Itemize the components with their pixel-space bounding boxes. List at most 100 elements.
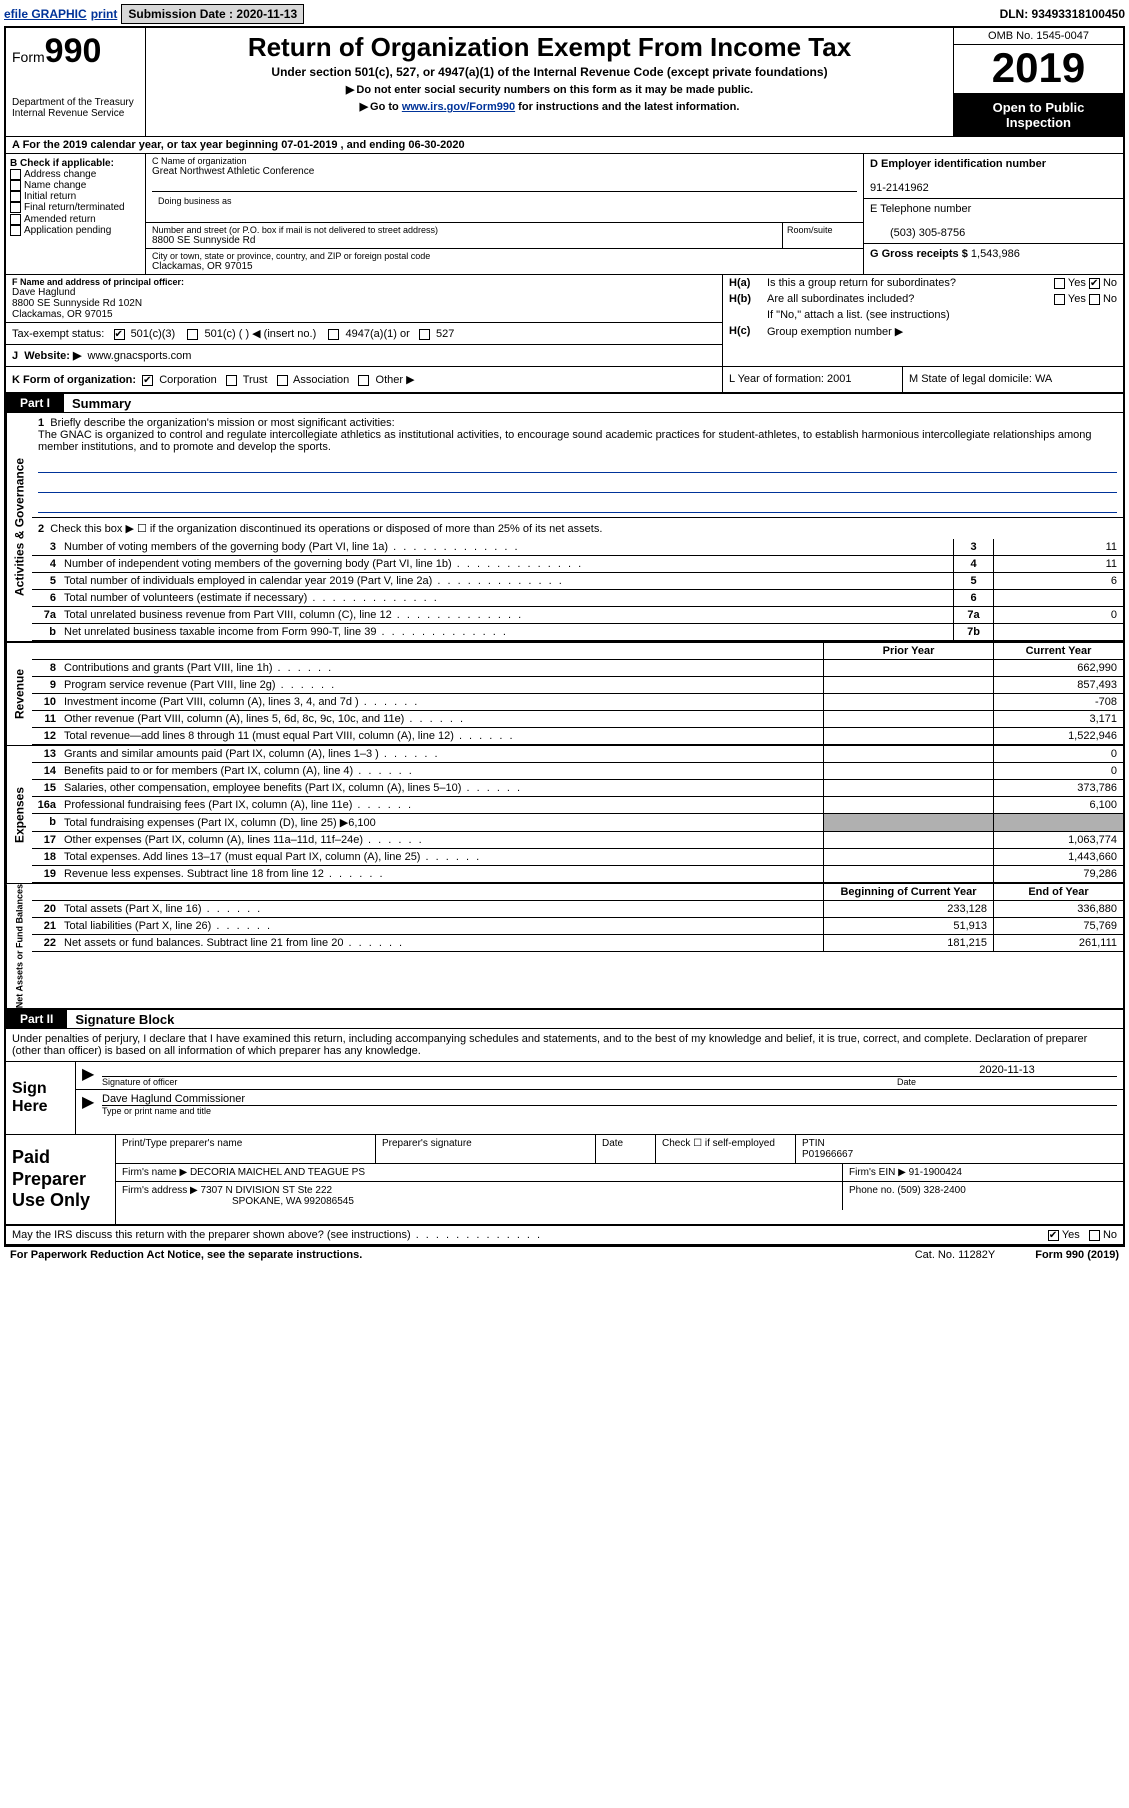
- part2-header: Part II Signature Block: [6, 1008, 1123, 1029]
- chk-501c3[interactable]: [114, 329, 125, 340]
- officer-name: Dave Haglund: [12, 287, 716, 298]
- prep-row3: Firm's address ▶ 7307 N DIVISION ST Ste …: [116, 1182, 1123, 1210]
- chk-final[interactable]: Final return/terminated: [10, 202, 141, 213]
- revenue-row: 10Investment income (Part VIII, column (…: [32, 694, 1123, 711]
- summary-row: 4Number of independent voting members of…: [32, 556, 1123, 573]
- hb-no[interactable]: [1089, 294, 1100, 305]
- row-klm: K Form of organization: Corporation Trus…: [6, 367, 1123, 394]
- net-row: 20Total assets (Part X, line 16)233,1283…: [32, 901, 1123, 918]
- gross-receipts: 1,543,986: [971, 248, 1020, 260]
- chk-other[interactable]: [358, 375, 369, 386]
- chk-trust[interactable]: [226, 375, 237, 386]
- expense-row: bTotal fundraising expenses (Part IX, co…: [32, 814, 1123, 832]
- part2-title: Signature Block: [67, 1012, 174, 1027]
- preparer-label: Paid Preparer Use Only: [6, 1135, 116, 1224]
- ein-box: D Employer identification number 91-2141…: [864, 154, 1123, 199]
- dept-irs: Internal Revenue Service: [12, 108, 139, 119]
- summary-row: 7aTotal unrelated business revenue from …: [32, 607, 1123, 624]
- cat-no: Cat. No. 11282Y: [915, 1249, 996, 1261]
- revenue-row: 12Total revenue—add lines 8 through 11 (…: [32, 728, 1123, 745]
- ha-no[interactable]: [1089, 278, 1100, 289]
- dln: DLN: 93493318100450: [1000, 7, 1125, 21]
- form-number: Form990: [12, 32, 139, 71]
- street-box: Number and street (or P.O. box if mail i…: [146, 223, 783, 248]
- section-bcd: B Check if applicable: Address change Na…: [6, 154, 1123, 275]
- section-fhi: F Name and address of principal officer:…: [6, 275, 1123, 367]
- chk-addr[interactable]: Address change: [10, 169, 141, 180]
- col-mid: C Name of organization Great Northwest A…: [146, 154, 863, 274]
- part1-tab: Part I: [6, 394, 64, 412]
- b-header: B Check if applicable:: [10, 158, 141, 169]
- sig-officer: Signature of officer: [102, 1064, 897, 1087]
- summary-row: 6Total number of volunteers (estimate if…: [32, 590, 1123, 607]
- net-row: 22Net assets or fund balances. Subtract …: [32, 935, 1123, 952]
- expense-row: 14Benefits paid to or for members (Part …: [32, 763, 1123, 780]
- form-title: Return of Organization Exempt From Incom…: [152, 32, 947, 63]
- side-expenses: Expenses: [6, 746, 32, 883]
- col-b: B Check if applicable: Address change Na…: [6, 154, 146, 274]
- note-ssn: ▶Do not enter social security numbers on…: [152, 83, 947, 96]
- summary-row: 3Number of voting members of the governi…: [32, 539, 1123, 556]
- hb-yes[interactable]: [1054, 294, 1065, 305]
- col-h: H(a) Is this a group return for subordin…: [723, 275, 1123, 366]
- declaration: Under penalties of perjury, I declare th…: [6, 1029, 1123, 1062]
- summary-row: 5Total number of individuals employed in…: [32, 573, 1123, 590]
- efile-link[interactable]: efile GRAPHIC: [4, 7, 87, 21]
- chk-corp[interactable]: [142, 375, 153, 386]
- chk-assoc[interactable]: [277, 375, 288, 386]
- ein: 91-2141962: [870, 182, 929, 194]
- pra-notice: For Paperwork Reduction Act Notice, see …: [10, 1249, 875, 1261]
- expense-row: 16aProfessional fundraising fees (Part I…: [32, 797, 1123, 814]
- side-net: Net Assets or Fund Balances: [6, 884, 32, 1008]
- part1-title: Summary: [64, 396, 131, 411]
- city-box: City or town, state or province, country…: [146, 249, 863, 274]
- summary-row: bNet unrelated business taxable income f…: [32, 624, 1123, 641]
- discuss-yes[interactable]: [1048, 1230, 1059, 1241]
- website: www.gnacsports.com: [88, 350, 192, 362]
- row-l: L Year of formation: 2001: [723, 367, 903, 392]
- omb-number: OMB No. 1545-0047: [954, 28, 1123, 45]
- side-activities: Activities & Governance: [6, 413, 32, 641]
- print-link[interactable]: print: [91, 7, 118, 21]
- row-m: M State of legal domicile: WA: [903, 367, 1123, 392]
- row-f: F Name and address of principal officer:…: [6, 275, 722, 323]
- chk-pending[interactable]: Application pending: [10, 225, 141, 236]
- fin-header: Prior Year Current Year: [32, 643, 1123, 660]
- form-footer: Form 990 (2019): [1035, 1249, 1119, 1261]
- sign-here-label: Sign Here: [6, 1062, 76, 1134]
- telephone: (503) 305-8756: [870, 227, 965, 239]
- form-container: Form990 Department of the Treasury Inter…: [4, 26, 1125, 1247]
- chk-4947[interactable]: [328, 329, 339, 340]
- part2-tab: Part II: [6, 1010, 67, 1028]
- q2-block: 2 Check this box ▶ ☐ if the organization…: [32, 517, 1123, 539]
- q1-block: 1 Briefly describe the organization's mi…: [32, 413, 1123, 517]
- top-bar: efile GRAPHIC print Submission Date : 20…: [4, 4, 1125, 24]
- gross-box: G Gross receipts $ 1,543,986: [864, 244, 1123, 264]
- chk-initial[interactable]: Initial return: [10, 191, 141, 202]
- ha-yes[interactable]: [1054, 278, 1065, 289]
- sig-arrow-icon: ▶: [82, 1064, 102, 1087]
- revenue-row: 11Other revenue (Part VIII, column (A), …: [32, 711, 1123, 728]
- chk-name[interactable]: Name change: [10, 180, 141, 191]
- col-fi: F Name and address of principal officer:…: [6, 275, 723, 366]
- officer-addr1: 8800 SE Sunnyside Rd 102N: [12, 298, 716, 309]
- row-tax: Tax-exempt status: 501(c)(3) 501(c) ( ) …: [6, 323, 722, 345]
- sig-date: 2020-11-13 Date: [897, 1064, 1117, 1087]
- footer-bottom: For Paperwork Reduction Act Notice, see …: [4, 1247, 1125, 1263]
- chk-527[interactable]: [419, 329, 430, 340]
- irs-link[interactable]: www.irs.gov/Form990: [402, 101, 515, 113]
- officer-addr2: Clackamas, OR 97015: [12, 309, 716, 320]
- chk-501c[interactable]: [187, 329, 198, 340]
- row-j: J Website: ▶ www.gnacsports.com: [6, 345, 722, 366]
- sign-block: Sign Here ▶ Signature of officer 2020-11…: [6, 1062, 1123, 1135]
- chk-amended[interactable]: Amended return: [10, 214, 141, 225]
- activities-section: Activities & Governance 1 Briefly descri…: [6, 413, 1123, 641]
- dba-label: Doing business as: [158, 196, 851, 206]
- form-subtitle: Under section 501(c), 527, or 4947(a)(1)…: [152, 65, 947, 79]
- prep-row2: Firm's name ▶ DECORIA MAICHEL AND TEAGUE…: [116, 1164, 1123, 1182]
- side-revenue: Revenue: [6, 643, 32, 745]
- prep-row1: Print/Type preparer's name Preparer's si…: [116, 1135, 1123, 1164]
- room-box: Room/suite: [783, 223, 863, 248]
- discuss-no[interactable]: [1089, 1230, 1100, 1241]
- expense-row: 18Total expenses. Add lines 13–17 (must …: [32, 849, 1123, 866]
